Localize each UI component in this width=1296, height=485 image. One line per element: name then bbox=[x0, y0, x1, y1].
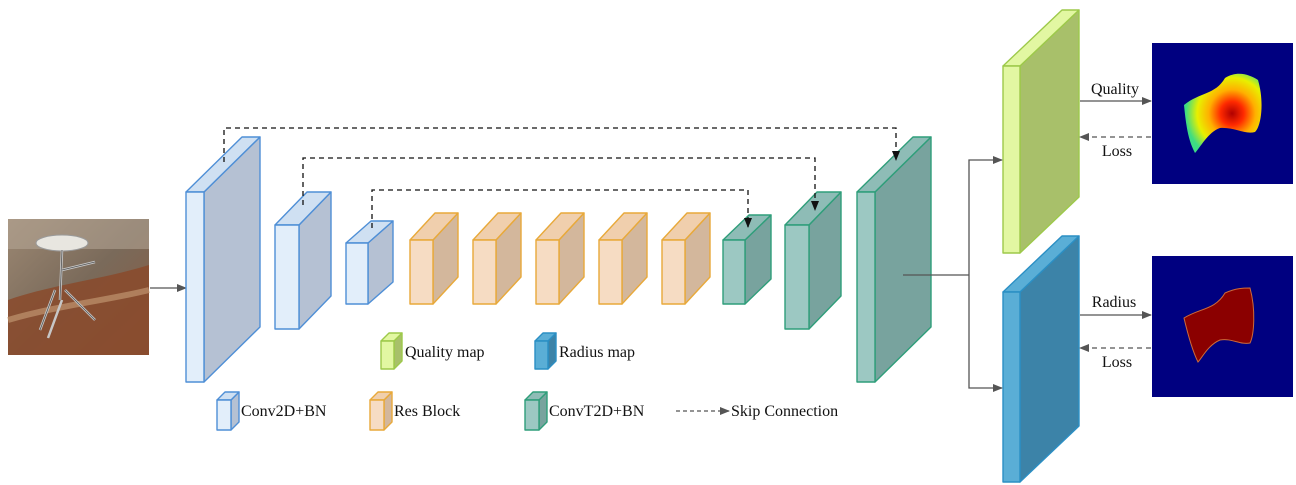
skip-connection-outer bbox=[223, 127, 900, 162]
skip-connection-inner bbox=[371, 189, 752, 228]
conv-block-2 bbox=[274, 191, 332, 330]
input-image bbox=[7, 219, 150, 355]
res-block-2 bbox=[472, 212, 522, 305]
head-split-lines bbox=[903, 156, 1003, 392]
convt-block-3 bbox=[856, 136, 932, 383]
legend-skip-label: Skip Connection bbox=[731, 403, 838, 420]
skip-connections bbox=[223, 127, 900, 228]
legend-convt-icon bbox=[524, 391, 548, 431]
radius-loss-label: Loss bbox=[1102, 354, 1132, 371]
legend-res-label: Res Block bbox=[394, 403, 460, 420]
radius-output-map bbox=[1152, 256, 1293, 397]
legend: Quality map Radius map Conv2D+BN Res Blo… bbox=[216, 332, 838, 431]
quality-label: Quality bbox=[1091, 81, 1139, 98]
res-block-1 bbox=[409, 212, 459, 305]
conv-block-1 bbox=[185, 136, 261, 383]
radius-head-block bbox=[1002, 235, 1080, 483]
skip-connection-middle bbox=[302, 157, 819, 211]
convt-block-2 bbox=[784, 191, 842, 330]
res-block-5 bbox=[661, 212, 711, 305]
legend-quality-map-label: Quality map bbox=[405, 344, 485, 361]
legend-radius-map-label: Radius map bbox=[559, 344, 635, 361]
quality-head-block bbox=[1002, 9, 1080, 254]
conv-block-3 bbox=[345, 220, 394, 305]
res-block-3 bbox=[535, 212, 585, 305]
legend-quality-map-icon bbox=[380, 332, 403, 370]
legend-convt-label: ConvT2D+BN bbox=[549, 403, 645, 420]
legend-conv-label: Conv2D+BN bbox=[241, 403, 327, 420]
legend-res-icon bbox=[369, 391, 393, 431]
network-blocks bbox=[185, 9, 1080, 483]
res-block-4 bbox=[598, 212, 648, 305]
radius-label: Radius bbox=[1092, 294, 1136, 311]
legend-conv-icon bbox=[216, 391, 240, 431]
convt-block-1 bbox=[722, 214, 772, 305]
quality-loss-label: Loss bbox=[1102, 143, 1132, 160]
output-arrows bbox=[1079, 97, 1152, 352]
legend-radius-map-icon bbox=[534, 332, 557, 370]
quality-output-map bbox=[1152, 43, 1293, 184]
